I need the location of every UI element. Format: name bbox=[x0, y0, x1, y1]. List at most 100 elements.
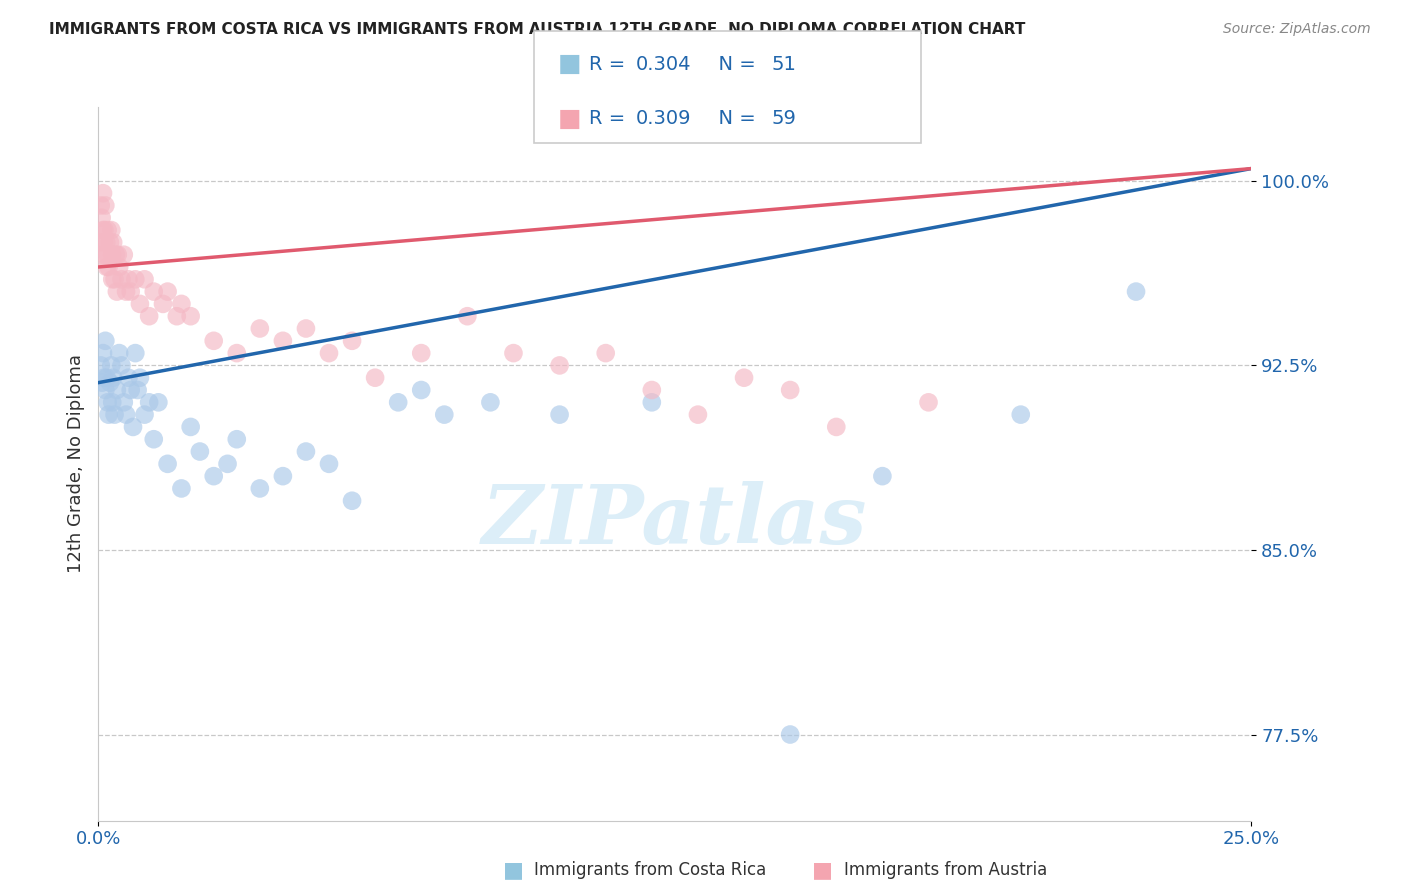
Point bbox=[156, 457, 179, 471]
Point bbox=[104, 248, 127, 262]
Text: 59: 59 bbox=[772, 109, 797, 128]
Point bbox=[127, 383, 149, 397]
Point bbox=[411, 383, 433, 397]
Point bbox=[202, 334, 225, 348]
Point bbox=[96, 235, 118, 250]
Point bbox=[89, 235, 111, 250]
Point bbox=[166, 309, 188, 323]
Point bbox=[91, 223, 114, 237]
Y-axis label: 12th Grade, No Diploma: 12th Grade, No Diploma bbox=[66, 354, 84, 574]
Point bbox=[90, 211, 112, 225]
Text: ■: ■ bbox=[558, 53, 582, 76]
Point bbox=[217, 457, 239, 471]
Point bbox=[156, 285, 179, 299]
Point bbox=[100, 223, 122, 237]
Point bbox=[117, 370, 139, 384]
Point bbox=[90, 198, 112, 212]
Text: N =: N = bbox=[706, 54, 762, 74]
Point bbox=[340, 334, 363, 348]
Point bbox=[97, 248, 120, 262]
Point bbox=[98, 376, 121, 390]
Point bbox=[94, 198, 117, 212]
Point bbox=[101, 395, 124, 409]
Point bbox=[117, 272, 139, 286]
Point bbox=[502, 346, 524, 360]
Point bbox=[101, 370, 124, 384]
Point bbox=[91, 186, 114, 201]
Point bbox=[364, 370, 387, 384]
Point bbox=[595, 346, 617, 360]
Point bbox=[1125, 285, 1147, 299]
Text: ■: ■ bbox=[558, 107, 582, 130]
Text: R =: R = bbox=[589, 54, 631, 74]
Point bbox=[93, 235, 115, 250]
Point bbox=[779, 727, 801, 741]
Point bbox=[108, 346, 131, 360]
Point bbox=[112, 395, 135, 409]
Point bbox=[271, 334, 294, 348]
Point bbox=[122, 420, 145, 434]
Point bbox=[98, 235, 121, 250]
Point bbox=[641, 395, 664, 409]
Point bbox=[225, 346, 247, 360]
Point bbox=[120, 383, 142, 397]
Point bbox=[142, 285, 165, 299]
Text: R =: R = bbox=[589, 109, 631, 128]
Point bbox=[134, 272, 156, 286]
Point bbox=[641, 383, 664, 397]
Point bbox=[180, 420, 202, 434]
Point bbox=[779, 383, 801, 397]
Point bbox=[101, 248, 124, 262]
Point bbox=[138, 395, 160, 409]
Point bbox=[686, 408, 709, 422]
Text: IMMIGRANTS FROM COSTA RICA VS IMMIGRANTS FROM AUSTRIA 12TH GRADE, NO DIPLOMA COR: IMMIGRANTS FROM COSTA RICA VS IMMIGRANTS… bbox=[49, 22, 1025, 37]
Point bbox=[271, 469, 294, 483]
Point bbox=[134, 408, 156, 422]
Point bbox=[120, 285, 142, 299]
Text: 51: 51 bbox=[772, 54, 797, 74]
Point bbox=[479, 395, 502, 409]
Point bbox=[411, 346, 433, 360]
Point bbox=[318, 457, 340, 471]
Point bbox=[101, 272, 124, 286]
Point bbox=[152, 297, 174, 311]
Point bbox=[170, 297, 193, 311]
Point bbox=[1010, 408, 1032, 422]
Point bbox=[249, 482, 271, 496]
Point bbox=[170, 482, 193, 496]
Point bbox=[93, 223, 115, 237]
Point bbox=[110, 359, 132, 373]
Point bbox=[105, 285, 128, 299]
Point bbox=[124, 272, 146, 286]
Point bbox=[340, 493, 363, 508]
Point bbox=[917, 395, 939, 409]
Point bbox=[548, 359, 571, 373]
Point bbox=[108, 260, 131, 274]
Point bbox=[90, 359, 112, 373]
Text: ■: ■ bbox=[503, 860, 523, 880]
Point bbox=[295, 444, 318, 458]
Point bbox=[94, 383, 117, 397]
Text: ZIPatlas: ZIPatlas bbox=[482, 481, 868, 561]
Point bbox=[180, 309, 202, 323]
Point bbox=[96, 260, 118, 274]
Point bbox=[733, 370, 755, 384]
Text: Source: ZipAtlas.com: Source: ZipAtlas.com bbox=[1223, 22, 1371, 37]
Point bbox=[142, 432, 165, 446]
Point bbox=[225, 432, 247, 446]
Point bbox=[456, 309, 478, 323]
Point bbox=[93, 370, 115, 384]
Point bbox=[94, 248, 117, 262]
Point bbox=[94, 334, 117, 348]
Point bbox=[107, 248, 129, 262]
Point bbox=[103, 408, 125, 422]
Point bbox=[91, 248, 114, 262]
Point bbox=[872, 469, 894, 483]
Point bbox=[138, 309, 160, 323]
Point bbox=[318, 346, 340, 360]
Text: Immigrants from Costa Rica: Immigrants from Costa Rica bbox=[534, 861, 766, 879]
Point bbox=[97, 395, 120, 409]
Point bbox=[115, 408, 138, 422]
Point bbox=[97, 223, 120, 237]
Point bbox=[433, 408, 456, 422]
